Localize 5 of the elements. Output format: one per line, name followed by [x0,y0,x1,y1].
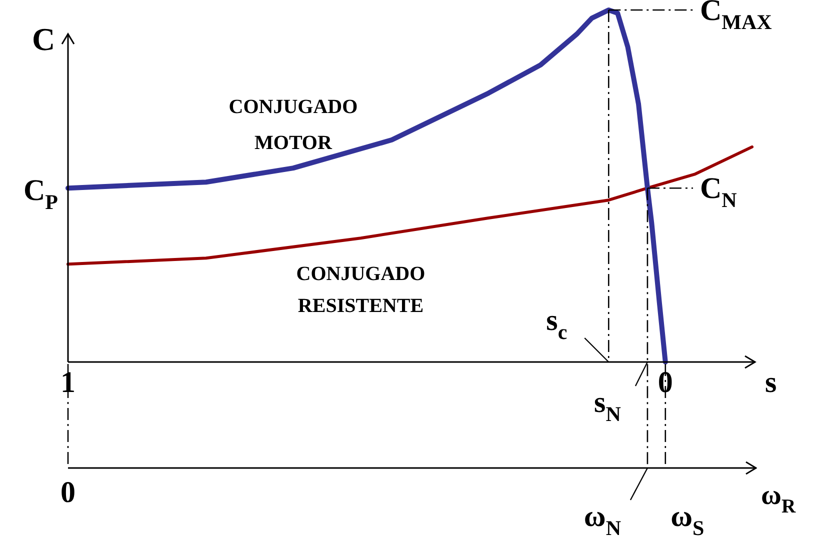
y-axis-title: C [32,21,56,57]
series-label: CONJUGADO RESISTENTE [296,263,426,318]
text: 0 [60,476,76,509]
x-axis-title: s [765,366,777,399]
series-label: CONJUGADO MOTOR [228,96,358,154]
